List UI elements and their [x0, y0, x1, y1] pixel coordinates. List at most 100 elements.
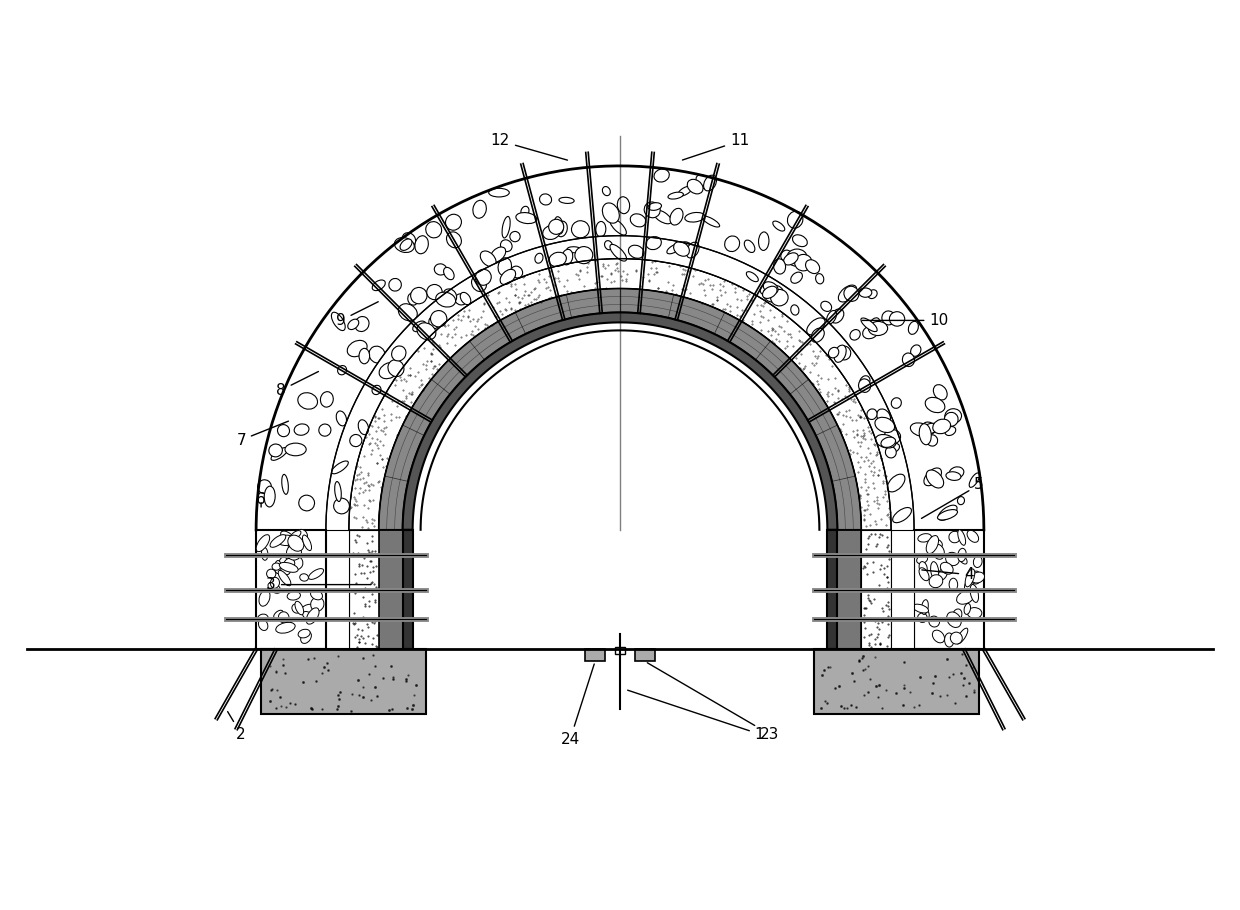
Ellipse shape	[278, 571, 291, 586]
Ellipse shape	[828, 348, 838, 358]
Ellipse shape	[956, 628, 967, 644]
Ellipse shape	[272, 563, 280, 571]
Ellipse shape	[973, 556, 982, 568]
Ellipse shape	[950, 632, 962, 644]
Ellipse shape	[746, 272, 759, 282]
Ellipse shape	[320, 391, 334, 407]
Ellipse shape	[868, 318, 880, 335]
Ellipse shape	[957, 549, 966, 561]
Ellipse shape	[278, 535, 295, 545]
Ellipse shape	[372, 385, 381, 395]
Ellipse shape	[274, 611, 283, 619]
Polygon shape	[914, 530, 983, 650]
Ellipse shape	[806, 259, 820, 274]
Ellipse shape	[294, 424, 309, 435]
Polygon shape	[827, 530, 837, 650]
Ellipse shape	[946, 552, 960, 566]
Ellipse shape	[471, 276, 486, 291]
Ellipse shape	[275, 622, 295, 633]
Ellipse shape	[288, 541, 301, 552]
Ellipse shape	[281, 474, 289, 494]
Ellipse shape	[434, 264, 446, 275]
Ellipse shape	[858, 379, 870, 392]
Ellipse shape	[926, 435, 937, 446]
Ellipse shape	[930, 561, 939, 580]
Ellipse shape	[884, 430, 900, 444]
Ellipse shape	[914, 607, 929, 622]
Ellipse shape	[684, 212, 704, 222]
Ellipse shape	[270, 535, 285, 547]
Ellipse shape	[298, 630, 310, 638]
Ellipse shape	[971, 572, 985, 583]
Ellipse shape	[889, 312, 905, 326]
Ellipse shape	[888, 474, 905, 492]
Ellipse shape	[490, 247, 506, 262]
Polygon shape	[862, 530, 892, 650]
Polygon shape	[420, 330, 820, 540]
Polygon shape	[378, 288, 862, 530]
Ellipse shape	[786, 249, 807, 267]
Ellipse shape	[939, 568, 947, 580]
Ellipse shape	[952, 609, 962, 622]
Ellipse shape	[521, 207, 529, 217]
Ellipse shape	[300, 632, 311, 643]
Polygon shape	[348, 258, 892, 530]
Ellipse shape	[963, 603, 971, 614]
Ellipse shape	[557, 221, 568, 237]
Ellipse shape	[645, 202, 660, 217]
Ellipse shape	[559, 197, 574, 204]
Text: 6: 6	[257, 492, 265, 508]
Ellipse shape	[402, 233, 415, 248]
Ellipse shape	[298, 393, 317, 410]
Ellipse shape	[306, 608, 319, 624]
Ellipse shape	[259, 590, 270, 606]
Ellipse shape	[278, 425, 289, 437]
Text: 24: 24	[560, 664, 594, 746]
Ellipse shape	[670, 208, 683, 225]
Ellipse shape	[331, 461, 348, 474]
Ellipse shape	[945, 633, 954, 647]
Polygon shape	[892, 530, 914, 650]
Ellipse shape	[444, 268, 454, 279]
Ellipse shape	[401, 239, 412, 250]
Ellipse shape	[284, 621, 293, 630]
Ellipse shape	[288, 535, 304, 551]
Ellipse shape	[337, 366, 347, 375]
Ellipse shape	[668, 192, 683, 199]
Ellipse shape	[629, 245, 644, 258]
Ellipse shape	[957, 530, 966, 545]
Ellipse shape	[971, 571, 981, 584]
Ellipse shape	[918, 613, 928, 622]
Ellipse shape	[946, 471, 961, 480]
Ellipse shape	[837, 346, 851, 360]
Ellipse shape	[303, 612, 314, 620]
Ellipse shape	[703, 175, 717, 191]
Ellipse shape	[678, 187, 692, 196]
Ellipse shape	[910, 345, 921, 357]
Text: 23: 23	[647, 662, 779, 742]
Ellipse shape	[773, 221, 785, 231]
Ellipse shape	[919, 424, 931, 445]
Ellipse shape	[392, 346, 405, 361]
Ellipse shape	[877, 409, 890, 424]
Ellipse shape	[379, 362, 399, 379]
Ellipse shape	[875, 434, 895, 448]
Ellipse shape	[923, 422, 935, 434]
Ellipse shape	[918, 533, 931, 542]
Ellipse shape	[279, 612, 289, 622]
Polygon shape	[403, 312, 837, 530]
Ellipse shape	[949, 531, 961, 542]
Ellipse shape	[816, 274, 823, 284]
Ellipse shape	[764, 285, 784, 302]
Ellipse shape	[838, 285, 857, 302]
Ellipse shape	[680, 242, 696, 256]
Polygon shape	[585, 650, 605, 662]
Ellipse shape	[336, 411, 346, 426]
Ellipse shape	[610, 218, 626, 235]
Ellipse shape	[889, 443, 899, 452]
Text: 11: 11	[682, 134, 749, 160]
Ellipse shape	[303, 535, 311, 551]
Ellipse shape	[258, 614, 268, 623]
Ellipse shape	[460, 292, 471, 305]
Ellipse shape	[792, 235, 807, 247]
